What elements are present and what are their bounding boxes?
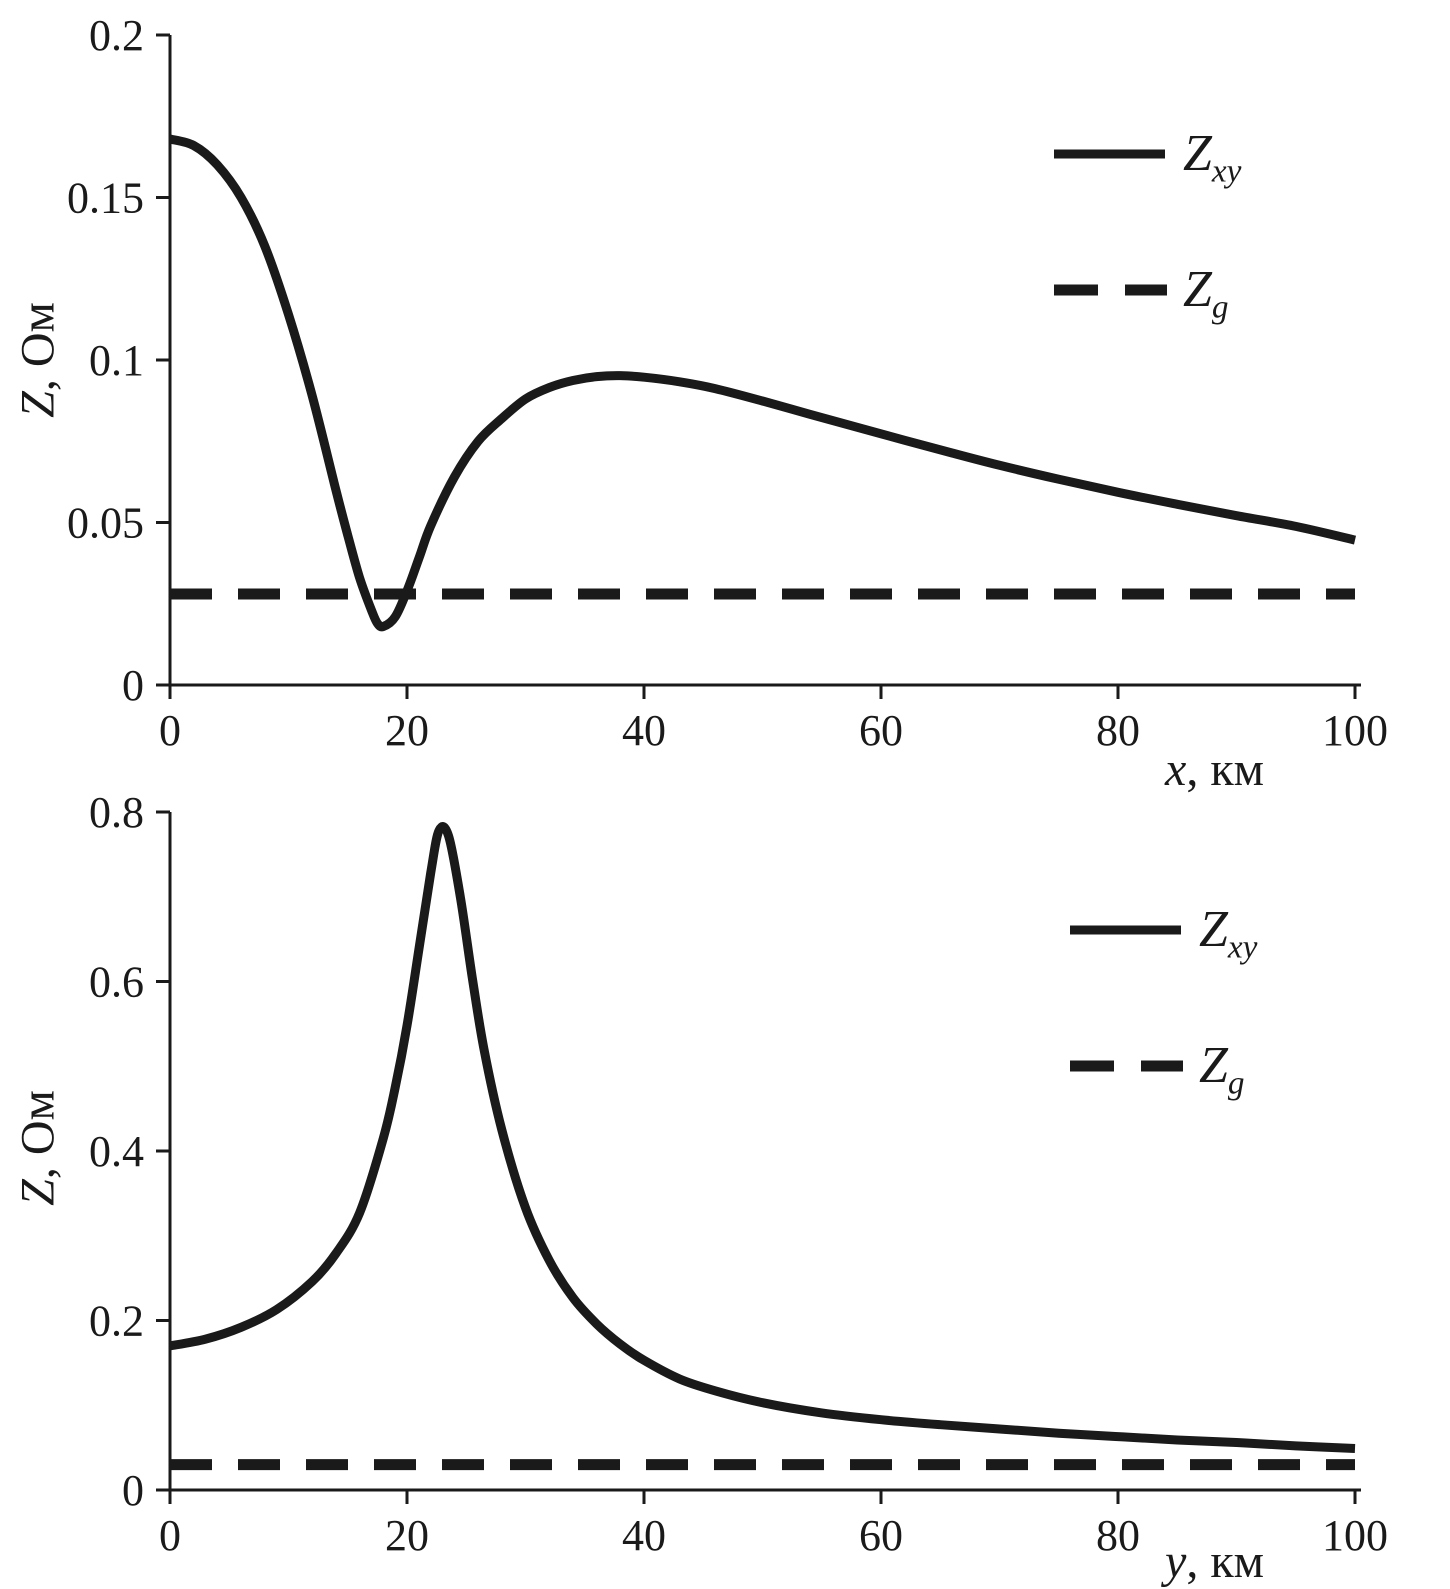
top-legend-label-zxy: Zxy (1183, 125, 1242, 190)
y-tick-label: 0.8 (89, 790, 144, 837)
x-tick-label: 100 (1322, 1511, 1388, 1560)
series-Zxy-curve (169, 822, 1356, 1453)
top-chart: 0 20 40 60 80 100 0 0.05 0.1 0.15 0.2 Z, Ом x, км … (0, 0, 1450, 796)
bottom-y-axis-var: Z (11, 1179, 65, 1206)
x-tick-label: 20 (385, 706, 429, 755)
y-tick-label: 0 (122, 661, 144, 710)
solid-line-sample (1070, 925, 1181, 935)
bottom-x-axis-var: y (1165, 1535, 1187, 1588)
x-tick-label: 0 (159, 1511, 181, 1560)
y-tick-label: 0.2 (89, 1297, 144, 1346)
bottom-y-axis-label: Z, Ом (11, 1090, 66, 1206)
series-Zxy-curve (168, 134, 1357, 632)
y-tick-label: 0.15 (67, 174, 144, 223)
x-tick-label: 60 (859, 1511, 903, 1560)
x-tick-label: 20 (385, 1511, 429, 1560)
bottom-x-axis-unit: , км (1186, 1535, 1265, 1588)
x-tick-label: 40 (622, 1511, 666, 1560)
top-y-axis-label: Z, Ом (11, 302, 66, 418)
solid-line-sample (1054, 149, 1165, 159)
x-tick-label: 80 (1096, 1511, 1140, 1560)
bottom-chart-plot-svg: 0 20 40 60 80 100 0 0.2 0.4 0.6 0.8 (89, 790, 1388, 1560)
y-tick-label: 0.4 (89, 1127, 144, 1176)
top-chart-plot-svg: 0 20 40 60 80 100 0 0.05 0.1 0.15 0.2 (67, 11, 1388, 755)
x-tick-label: 40 (622, 706, 666, 755)
top-legend-label-zg: Zg (1183, 261, 1229, 326)
bottom-legend-label-zxy: Zxy (1199, 901, 1258, 966)
bottom-legend: Zxy Zg (1068, 888, 1257, 1108)
x-tick-label: 0 (159, 706, 181, 755)
bottom-x-axis-label: y, км (1165, 1534, 1264, 1589)
bottom-y-axis-unit: , Ом (11, 1090, 65, 1180)
top-y-axis-var: Z (11, 391, 65, 418)
y-tick-label: 0.05 (67, 499, 144, 548)
top-x-axis-var: x (1165, 743, 1187, 796)
y-tick-label: 0.6 (89, 958, 144, 1007)
top-x-axis-label: x, км (1165, 742, 1264, 797)
x-tick-label: 80 (1096, 706, 1140, 755)
top-legend: Zxy Zg (1052, 112, 1241, 332)
dashed-line-sample (1054, 284, 1167, 296)
y-tick-label: 0.1 (89, 336, 144, 385)
bottom-legend-label-zg: Zg (1199, 1037, 1245, 1102)
top-y-axis-unit: , Ом (11, 302, 65, 392)
dashed-line-sample (1070, 1060, 1183, 1072)
y-tick-label: 0.2 (89, 11, 144, 60)
x-tick-label: 60 (859, 706, 903, 755)
top-legend-item-zg: Zg (1052, 248, 1241, 332)
y-tick-label: 0 (122, 1466, 144, 1515)
bottom-legend-item-zg: Zg (1068, 1024, 1257, 1108)
bottom-legend-item-zxy: Zxy (1068, 888, 1257, 972)
top-x-axis-unit: , км (1186, 743, 1265, 796)
x-tick-label: 100 (1322, 706, 1388, 755)
top-legend-item-zxy: Zxy (1052, 112, 1241, 196)
bottom-chart: 0 20 40 60 80 100 0 0.2 0.4 0.6 0.8 Z, Ом y, км Zx… (0, 790, 1450, 1588)
